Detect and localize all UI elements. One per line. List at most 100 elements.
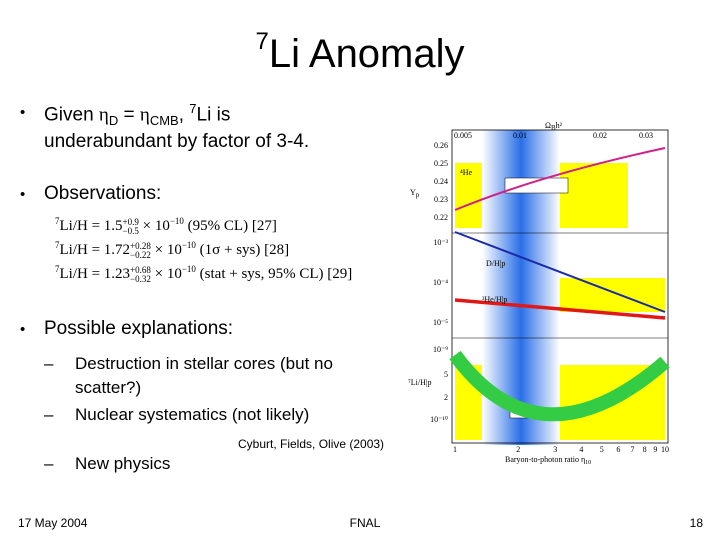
x-tick-label: 6 — [616, 445, 620, 454]
eq-err: +0.68 −0.32 — [130, 264, 151, 284]
eq-lhs: Li/H = — [59, 242, 104, 258]
eq-note: (1σ + sys) [28] — [195, 242, 290, 258]
sub-text: scatter?) — [75, 378, 142, 397]
d-tick-label: 10⁻³ — [433, 238, 448, 247]
eq-up: +0.9 — [122, 216, 139, 227]
eq-up: +0.28 — [130, 240, 151, 251]
sub-text: Destruction in stellar cores (but no — [75, 354, 333, 373]
he3-curve — [454, 298, 666, 320]
eq-sup: 7 — [55, 264, 60, 274]
bullet-text: underabundant by factor of 3-4. — [44, 131, 310, 152]
bullet: • — [20, 321, 26, 338]
citation: Cyburt, Fields, Olive (2003) — [238, 437, 385, 451]
top-tick-label: 0.02 — [593, 131, 607, 140]
eq-down: −0.32 — [130, 273, 151, 284]
t: η — [139, 104, 150, 126]
he3-label: ³He/H|p — [482, 295, 507, 304]
top-tick-label: 0.01 — [513, 131, 527, 140]
eq-note: (stat + sys, 95% CL) [29] — [195, 266, 353, 282]
frame — [451, 129, 669, 444]
footer-page: 18 — [689, 516, 703, 530]
x-tick-label: 2 — [516, 445, 520, 454]
eq-down: −0.5 — [122, 225, 139, 236]
x-tick-label: 9 — [653, 445, 657, 454]
eq-down: −0.22 — [130, 249, 151, 260]
d-curve — [454, 231, 666, 313]
sub-text: Nuclear systematics (not likely) — [75, 405, 310, 424]
he-obs — [504, 177, 569, 194]
t: Ω — [545, 121, 551, 130]
t: Baryon-to-photon ratio η — [505, 455, 585, 464]
d-tick-label: 10⁻⁴ — [433, 278, 448, 287]
t: 10 — [585, 460, 591, 466]
eq-err: +0.28 −0.22 — [130, 240, 151, 260]
he-tick-label: 0.24 — [434, 177, 448, 186]
sub-text: New physics — [75, 454, 171, 473]
bullet-text: Observations: — [44, 183, 162, 204]
li-tick-label: 5 — [444, 370, 448, 379]
bullet-text: Given ηD = ηCMB, 7Li is — [44, 101, 230, 128]
t: CMB — [149, 113, 179, 129]
he-tick-label: 0.25 — [434, 159, 448, 168]
t: h² — [556, 121, 563, 130]
eq-times: × 10 — [150, 266, 182, 282]
d-label: D/H|p — [486, 259, 505, 268]
t: = — [118, 104, 140, 126]
top-label: ΩBh² — [545, 121, 563, 132]
x-tick-label: 4 — [579, 445, 583, 454]
li-label: ⁷Li/H|p — [408, 378, 432, 387]
eq-sup: 7 — [55, 240, 60, 250]
t: B — [551, 124, 556, 132]
eq-up: +0.68 — [130, 264, 151, 275]
x-tick-label: 8 — [643, 445, 647, 454]
eq-exp: −10 — [169, 216, 184, 226]
title: 7Li Anomaly — [0, 28, 720, 77]
t: Li is — [196, 104, 231, 126]
eq-value: 1.72 — [103, 242, 131, 258]
eq-lhs: Li/H = — [59, 266, 104, 282]
dash: – — [44, 354, 54, 373]
he-tick-label: 0.26 — [434, 141, 448, 150]
eq-value: 1.5 — [103, 218, 123, 234]
dash: – — [44, 454, 54, 473]
he-tick-label: 0.23 — [434, 195, 448, 204]
eq-times: × 10 — [138, 218, 170, 234]
x-tick-label: 1 — [453, 445, 457, 454]
equation: 7Li/H = 1.5 +0.9 −0.5 × 10−10 (95% CL) [27… — [55, 216, 277, 236]
bbn-plot: ΩBh² 0.005 0.01 0.02 0.03 ⁴He Yp 0.26 0.25 0.… — [408, 121, 670, 466]
title-main: Li Anomaly — [268, 32, 465, 76]
yp-label: Yp — [410, 188, 420, 199]
li-tick-label: 2 — [444, 393, 448, 402]
t: Given — [44, 104, 99, 126]
dash: – — [44, 405, 54, 424]
eq-times: × 10 — [150, 242, 182, 258]
d-tick-label: 10⁻⁵ — [433, 318, 448, 327]
footer-date: 17 May 2004 — [18, 516, 88, 530]
eq-err: +0.9 −0.5 — [122, 216, 139, 236]
t: Y — [410, 188, 416, 197]
li-curve — [449, 350, 670, 422]
eq-lhs: Li/H = — [59, 218, 104, 234]
eq-exp: −10 — [181, 264, 196, 274]
top-tick-label: 0.03 — [639, 131, 653, 140]
top-tick-label: 0.005 — [454, 131, 472, 140]
title-sup: 7 — [255, 28, 269, 55]
t: 7 — [189, 101, 197, 116]
x-tick-label: 3 — [553, 445, 557, 454]
x-tick-label: 5 — [600, 445, 604, 454]
eq-exp: −10 — [181, 240, 196, 250]
x-tick-label: 10 — [661, 445, 669, 454]
equation: 7Li/H = 1.23 +0.68 −0.32 × 10−10 (stat + s… — [55, 264, 352, 284]
eq-sup: 7 — [55, 216, 60, 226]
he-curve — [454, 147, 666, 211]
he-label: ⁴He — [460, 168, 473, 177]
bullet-text: Possible explanations: — [44, 318, 234, 339]
eq-value: 1.23 — [103, 266, 131, 282]
t: η — [98, 104, 109, 126]
he-tick-label: 0.22 — [434, 213, 448, 222]
d-box — [540, 278, 665, 312]
x-label: Baryon-to-photon ratio η10 — [505, 455, 591, 466]
x-tick-label: 7 — [630, 445, 634, 454]
bullet: • — [20, 104, 26, 121]
